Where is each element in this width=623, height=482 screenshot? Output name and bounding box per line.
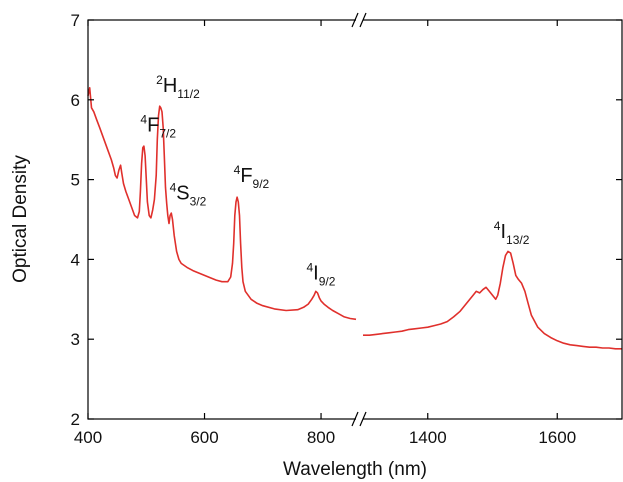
y-tick-label-3: 3 [71,330,80,349]
y-axis-title: Optical Density [10,155,31,283]
x-axis-ticks: 400 600 800 1400 1600 [74,20,576,447]
annotation-4S32: 4S3/2 [170,181,207,209]
annotation-4F92: 4F9/2 [234,163,270,191]
axis-break [351,12,367,427]
y-tick-label-7: 7 [71,11,80,30]
x-axis-title: Wavelength (nm) [283,459,427,480]
series-layer [87,87,622,350]
y-tick-label-4: 4 [71,250,80,269]
annotation-4I92: 4I9/2 [306,260,335,288]
x-tick-label-1600: 1600 [538,428,576,447]
annotation-4F72: 4F7/2 [140,113,176,141]
x-tick-label-600: 600 [190,428,218,447]
axis-break-gap-bottom [356,413,363,425]
series-line-segment-1 [87,87,357,321]
y-tick-label-2: 2 [71,410,80,429]
axis-break-gap-top [356,14,363,26]
annotation-4I132: 4I13/2 [494,219,530,247]
y-tick-label-6: 6 [71,91,80,110]
series-line-segment-2 [363,250,622,350]
y-axis-ticks: 2 3 4 5 6 7 [71,11,622,429]
transition-annotations: 4F7/2 2H11/2 4S3/2 4F9/2 4I9/2 4I13/2 [140,73,529,289]
x-tick-label-1400: 1400 [409,428,447,447]
x-tick-label-400: 400 [74,428,102,447]
axis-break-mark-bottom-right [359,411,367,427]
axis-break-mark-bottom-left [351,411,359,427]
x-tick-label-800: 800 [307,428,335,447]
annotation-2H112: 2H11/2 [156,73,200,101]
axis-break-mark-top-right [359,12,367,28]
y-tick-label-5: 5 [71,171,80,190]
axis-break-mark-top-left [351,12,359,28]
